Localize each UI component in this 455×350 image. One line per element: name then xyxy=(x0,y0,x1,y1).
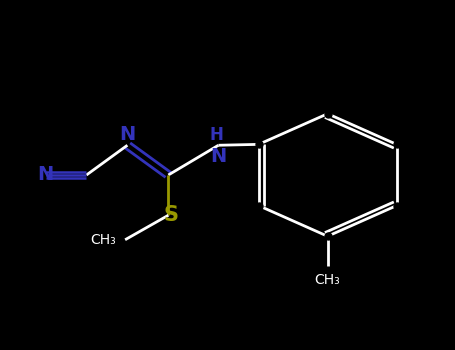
Text: S: S xyxy=(163,205,178,225)
Text: N: N xyxy=(210,147,227,166)
Text: N: N xyxy=(119,125,136,144)
Text: CH₃: CH₃ xyxy=(90,233,116,247)
Text: N: N xyxy=(37,166,54,184)
Text: H: H xyxy=(209,126,223,144)
Text: CH₃: CH₃ xyxy=(315,273,340,287)
